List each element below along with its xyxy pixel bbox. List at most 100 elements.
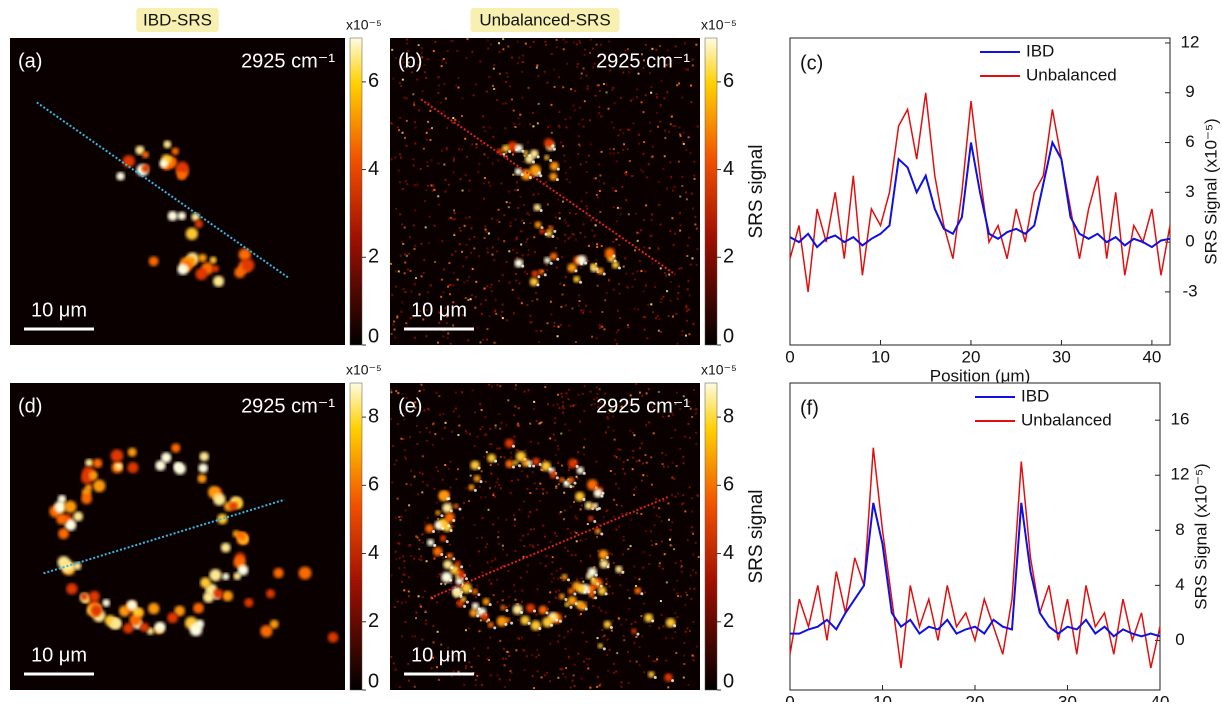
noise-pixel — [637, 231, 640, 234]
noise-pixel — [521, 96, 524, 99]
noise-pixel — [630, 518, 633, 521]
noise-pixel — [486, 561, 489, 564]
noise-pixel — [440, 643, 443, 646]
noise-pixel — [394, 270, 397, 273]
noise-pixel — [644, 454, 647, 457]
noise-pixel — [681, 96, 684, 99]
noise-pixel — [526, 570, 529, 573]
noise-pixel — [575, 43, 578, 46]
noise-pixel — [451, 430, 454, 433]
noise-pixel — [519, 539, 522, 542]
noise-pixel — [475, 146, 478, 149]
noise-pixel — [546, 203, 549, 206]
noise-pixel — [676, 84, 679, 87]
noise-pixel — [392, 323, 395, 326]
cell-spot — [126, 599, 138, 611]
noise-pixel — [612, 206, 615, 209]
noise-pixel — [406, 38, 409, 41]
noise-pixel — [554, 246, 557, 249]
noise-pixel — [695, 408, 698, 411]
noise-pixel — [535, 66, 538, 69]
noise-pixel — [562, 518, 565, 521]
noise-pixel — [555, 38, 558, 41]
noise-pixel — [460, 115, 463, 118]
noise-pixel — [407, 595, 410, 598]
noise-pixel — [535, 291, 538, 294]
noise-pixel — [672, 413, 675, 416]
colorbar — [349, 382, 363, 691]
noise-pixel — [508, 678, 511, 681]
noise-pixel — [465, 431, 468, 434]
noise-pixel — [515, 236, 518, 239]
cell-spot — [512, 444, 516, 448]
cell-spot — [567, 477, 575, 484]
noise-pixel — [563, 509, 566, 512]
noise-pixel — [498, 447, 501, 450]
noise-pixel — [395, 516, 398, 519]
noise-pixel — [441, 240, 444, 243]
noise-pixel — [606, 509, 609, 512]
noise-pixel — [669, 528, 672, 531]
noise-pixel — [558, 110, 561, 113]
noise-pixel — [574, 238, 577, 241]
cell-spot — [482, 598, 490, 606]
noise-pixel — [558, 211, 561, 214]
noise-pixel — [501, 102, 504, 105]
noise-pixel — [617, 487, 620, 490]
cell-spot — [502, 152, 506, 156]
noise-pixel — [550, 572, 553, 575]
noise-pixel — [403, 96, 406, 99]
cell-spot — [469, 608, 478, 617]
noise-pixel — [598, 89, 601, 92]
noise-pixel — [564, 423, 567, 426]
noise-pixel — [456, 49, 459, 52]
cell-spot — [454, 560, 461, 567]
noise-pixel — [600, 150, 603, 153]
noise-pixel — [404, 180, 407, 183]
cell-spot — [558, 593, 565, 600]
noise-pixel — [598, 163, 601, 166]
noise-pixel — [496, 578, 499, 581]
noise-pixel — [474, 295, 477, 298]
noise-pixel — [399, 412, 402, 415]
noise-pixel — [522, 500, 525, 503]
noise-pixel — [392, 77, 395, 80]
noise-pixel — [517, 407, 520, 410]
noise-pixel — [531, 675, 534, 678]
noise-pixel — [487, 232, 490, 235]
cell-spot — [512, 460, 519, 466]
noise-pixel — [598, 106, 601, 109]
noise-pixel — [577, 393, 580, 396]
noise-pixel — [633, 434, 636, 437]
noise-pixel — [529, 222, 532, 225]
noise-pixel — [536, 64, 539, 67]
noise-pixel — [502, 38, 505, 41]
noise-pixel — [688, 436, 691, 439]
noise-pixel — [635, 660, 638, 663]
noise-pixel — [638, 260, 641, 263]
noise-pixel — [550, 580, 553, 583]
noise-pixel — [521, 254, 524, 257]
noise-pixel — [478, 162, 481, 165]
noise-pixel — [659, 301, 662, 304]
noise-pixel — [559, 567, 562, 570]
cell-spot — [526, 460, 533, 466]
noise-pixel — [600, 559, 603, 562]
noise-pixel — [619, 213, 622, 216]
cell-spot — [523, 150, 529, 156]
noise-pixel — [426, 484, 429, 487]
noise-pixel — [676, 616, 679, 619]
noise-pixel — [598, 388, 601, 391]
noise-pixel — [568, 466, 571, 469]
colorbar-tick-label: 2 — [723, 246, 734, 268]
noise-pixel — [672, 124, 675, 127]
noise-pixel — [626, 512, 629, 515]
noise-pixel — [402, 438, 405, 441]
noise-pixel — [595, 193, 598, 196]
noise-pixel — [425, 189, 428, 192]
noise-pixel — [437, 341, 440, 344]
noise-pixel — [441, 437, 444, 440]
noise-pixel — [403, 449, 406, 452]
noise-pixel — [631, 272, 634, 275]
noise-pixel — [629, 660, 632, 663]
